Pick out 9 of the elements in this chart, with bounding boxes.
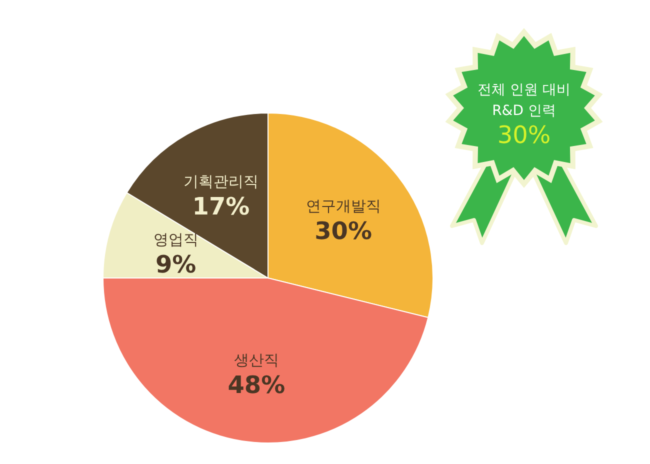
data-label: 48% — [228, 371, 286, 399]
slice-label: 연구개발직 — [306, 196, 381, 215]
slice-label: 영업직 — [153, 230, 198, 248]
data-label: 17% — [192, 192, 250, 221]
text: 전체 인원 대비 R&D 인력 30% — [478, 82, 570, 149]
data-label: 9% — [155, 250, 196, 278]
slice-label: 생산직 — [234, 351, 279, 369]
data-label: 30% — [314, 216, 372, 245]
slice-label: 기획관리직 — [183, 172, 258, 191]
